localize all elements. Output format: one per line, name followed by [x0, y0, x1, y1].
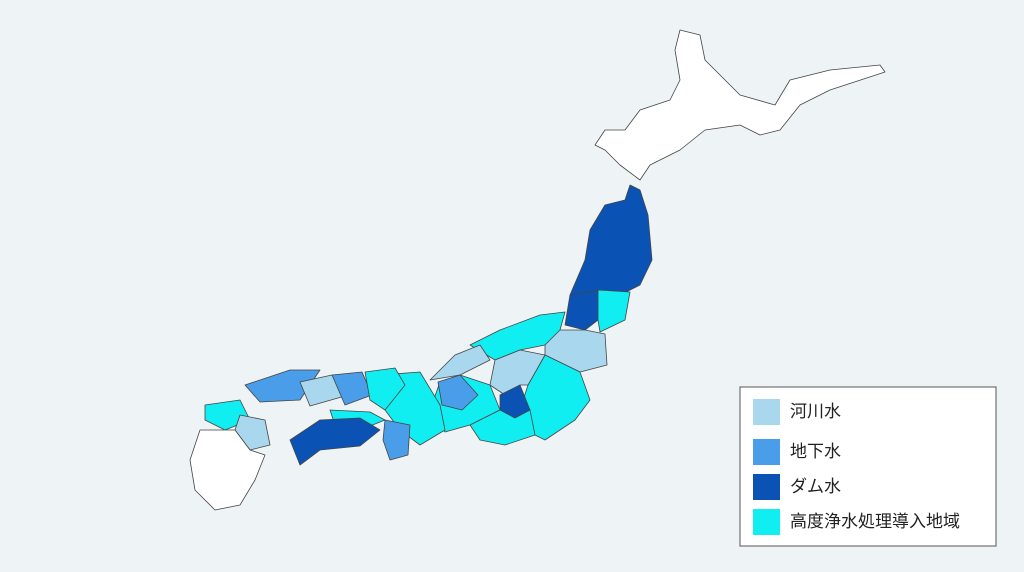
legend-box: [739, 386, 997, 547]
kyushu: [189, 429, 266, 511]
legend-swatch: [753, 439, 780, 465]
region-kochi: [289, 417, 381, 466]
region-hyogo: [364, 367, 406, 411]
region-hokuriku: [429, 344, 491, 381]
legend-swatch: [753, 474, 780, 500]
japan-map: [189, 29, 886, 511]
legend-swatch: [753, 509, 780, 535]
legend-label: 河川水: [790, 402, 841, 422]
region-shizuoka: [469, 409, 536, 446]
region-kanto: [519, 354, 591, 441]
region-miyagi: [597, 289, 631, 333]
region-nagano: [489, 349, 546, 396]
region-yamagata: [564, 289, 601, 331]
region-wakayama: [382, 419, 411, 461]
legend-label: 地下水: [790, 442, 841, 462]
legend-label: 高度浄水処理導入地域: [790, 512, 960, 532]
hokkaido: [594, 29, 886, 181]
legend-swatch: [753, 399, 780, 425]
region-gifu: [437, 374, 479, 411]
legend-label: ダム水: [790, 477, 841, 497]
